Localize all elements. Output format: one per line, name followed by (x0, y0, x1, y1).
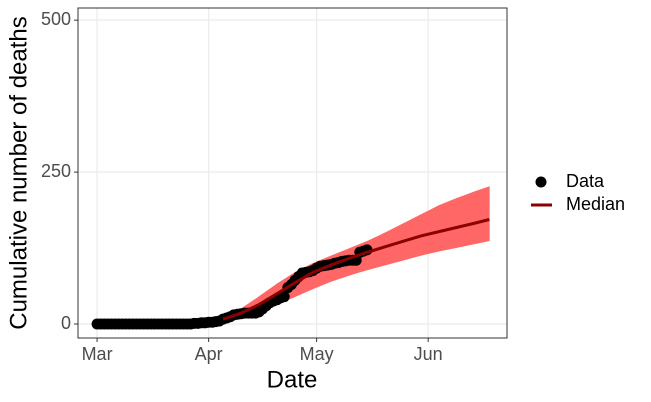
uncertainty-band (438, 197, 458, 252)
y-tick-label: 250 (41, 161, 71, 181)
x-tick-label: Jun (414, 344, 443, 364)
x-axis-title: Date (267, 366, 318, 393)
x-tick-label: May (300, 344, 334, 364)
data-point (278, 291, 290, 303)
uncertainty-band (420, 205, 440, 256)
x-tick-label: Mar (82, 344, 113, 364)
y-tick-label: 0 (61, 313, 71, 333)
x-tick-label: Apr (195, 344, 223, 364)
y-tick-label: 500 (41, 9, 71, 29)
legend-key (535, 176, 547, 188)
uncertainty-band (474, 186, 490, 245)
median-line (222, 218, 490, 321)
y-axis-title: Cumulative number of deaths (5, 16, 32, 330)
uncertainty-band (456, 191, 476, 248)
legend-label: Data (566, 171, 605, 191)
legend-label: Median (566, 194, 625, 214)
panel-border (77, 7, 508, 339)
